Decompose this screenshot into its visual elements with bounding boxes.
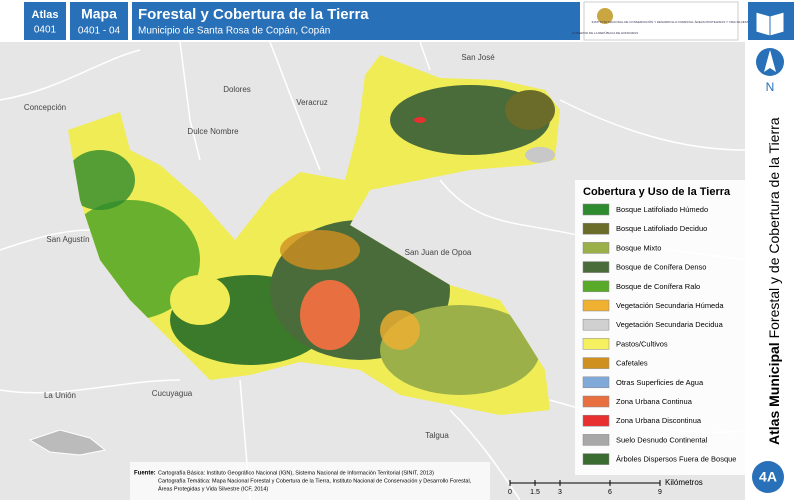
scale-tick-label: 3 — [558, 489, 562, 496]
title-box — [132, 2, 580, 40]
source-box — [130, 462, 490, 500]
legend-label: Suelo Desnudo Continental — [616, 435, 708, 444]
place-label: Cucuyagua — [152, 389, 193, 398]
atlas-code: 0401 — [34, 25, 57, 36]
north-label: N — [766, 80, 775, 94]
locator-map — [28, 429, 107, 456]
legend-swatch — [582, 242, 610, 254]
place-label: Dolores — [223, 85, 251, 94]
source-label: Fuente: — [134, 471, 156, 477]
atlas-label: Atlas — [32, 9, 59, 21]
legend-swatch — [582, 261, 610, 273]
place-label: San Agustín — [46, 235, 89, 244]
source-line: Cartografía Básica: Instituto Geográfico… — [158, 470, 434, 476]
legend-swatch — [582, 203, 610, 216]
legend-swatch — [582, 357, 610, 369]
atlas-box — [24, 2, 66, 40]
place-label: Concepción — [24, 103, 66, 112]
legend: Bosque Latifoliado Húmedo Bosque Latifoli… — [582, 203, 736, 465]
legend-swatch — [582, 299, 610, 312]
place-label: San Juan de Opoa — [405, 248, 472, 257]
place-label: Talgua — [425, 431, 449, 440]
scale-tick-label: 9 — [658, 489, 662, 496]
legend-label: Bosque Latifoliado Húmedo — [616, 205, 708, 214]
map-label: Mapa — [81, 6, 117, 22]
place-label: Dulce Nombre — [187, 127, 239, 136]
map-code: 0401 - 04 — [78, 26, 121, 37]
legend-swatch — [582, 376, 610, 389]
subtitle: Municipio de Santa Rosa de Copán, Copán — [138, 26, 330, 37]
legend-swatch — [582, 414, 610, 427]
logo-right: INSTITUTO NACIONAL DE CONSERVACIÓN Y DES… — [592, 19, 759, 24]
place-label: Veracruz — [296, 98, 328, 107]
legend-swatch — [582, 338, 610, 350]
place-label: La Unión — [44, 391, 76, 400]
book-icon — [755, 11, 785, 37]
scale-unit: Kilómetros — [665, 478, 703, 487]
legend-label: Bosque de Conífera Denso — [616, 263, 706, 272]
legend-label: Bosque de Conífera Ralo — [616, 282, 700, 291]
legend-label: Vegetación Secundaria Decidua — [616, 320, 724, 329]
legend-swatch — [582, 222, 610, 235]
legend-label: Árboles Dispersos Fuera de Bosque — [616, 455, 736, 464]
legend-label: Pastos/Cultivos — [616, 339, 668, 348]
coat-of-arms — [597, 8, 613, 24]
scale-tick-label: 0 — [508, 489, 512, 496]
scale-tick-label: 6 — [608, 489, 612, 496]
legend-label: Otras Superficies de Agua — [616, 378, 704, 387]
legend-swatch — [582, 453, 610, 465]
logo-left: GOBIERNO DE LA REPÚBLICA DE HONDURAS — [572, 30, 638, 35]
sheet-badge — [752, 461, 784, 493]
legend-swatch — [582, 395, 610, 408]
title: Forestal y Cobertura de la Tierra — [138, 6, 369, 23]
side-subtitle: Forestal y de Cobertura de la Tierra — [766, 117, 782, 338]
legend-label: Cafetales — [616, 359, 648, 368]
atlas-municipal: Atlas Municipal — [766, 342, 782, 445]
side-title: Atlas Municipal Forestal y de Cobertura … — [766, 117, 782, 445]
source-line: Cartografía Temática: Mapa Nacional Fore… — [158, 478, 472, 484]
map-box — [70, 2, 128, 40]
scale-tick-label: 1.5 — [530, 489, 540, 496]
north-arrow — [764, 50, 776, 72]
legend-swatch — [582, 280, 610, 293]
place-labels: San José Concepción Dolores Veracruz Dul… — [24, 53, 495, 440]
legend-swatch — [582, 434, 610, 446]
legend-label: Zona Urbana Discontinua — [616, 416, 702, 425]
legend-label: Vegetación Secundaria Húmeda — [616, 301, 724, 310]
legend-label: Bosque Mixto — [616, 243, 661, 252]
legend-swatch — [582, 318, 610, 331]
source-line: Áreas Protegidas y Vida Silvestre (ICF, … — [158, 485, 268, 492]
sheet-number: 4A — [759, 469, 777, 485]
legend-title: Cobertura y Uso de la Tierra — [583, 186, 731, 198]
legend-label: Zona Urbana Continua — [616, 397, 693, 406]
place-label: San José — [461, 53, 495, 62]
legend-label: Bosque Latifoliado Deciduo — [616, 224, 707, 233]
